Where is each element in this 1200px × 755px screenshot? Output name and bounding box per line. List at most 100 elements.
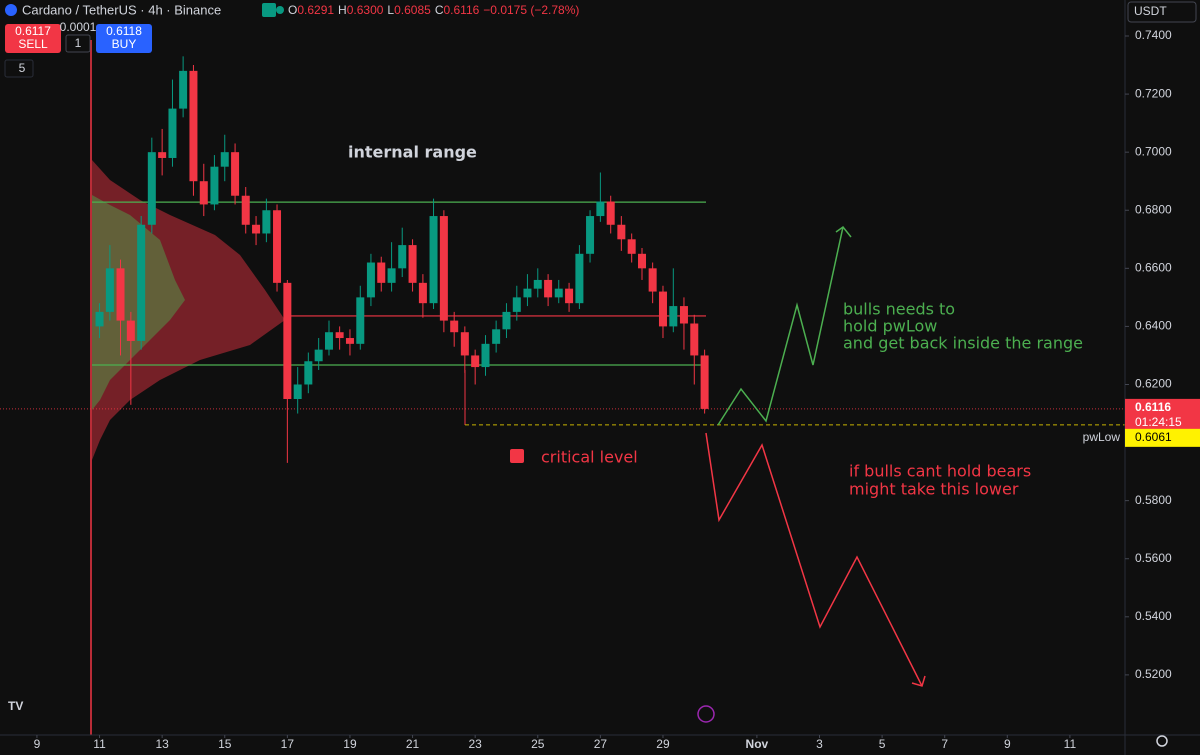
- candle-body: [377, 262, 386, 283]
- candle-body: [648, 268, 657, 292]
- x-tick-label: 7: [941, 737, 948, 751]
- bear-arrowhead: [911, 675, 926, 687]
- candle-body: [95, 311, 104, 327]
- candle-body: [460, 332, 469, 356]
- candle-body: [533, 279, 542, 289]
- y-tick-label: 0.7200: [1135, 86, 1172, 100]
- candle-body: [418, 282, 427, 304]
- candle-body: [450, 320, 459, 333]
- y-tick-label: 0.7000: [1135, 144, 1172, 158]
- pwlow-name: pwLow: [1083, 430, 1121, 444]
- ohlc-value: 0.6300: [347, 3, 384, 17]
- candle-body: [283, 282, 292, 400]
- candle-body: [627, 239, 636, 254]
- candle-body: [492, 329, 501, 344]
- x-tick-label: 17: [281, 737, 295, 751]
- x-tick-label: 15: [218, 737, 232, 751]
- candle-body: [439, 216, 448, 321]
- candle-body: [345, 338, 354, 344]
- x-tick-label: 23: [468, 737, 482, 751]
- candle-body: [126, 320, 135, 341]
- x-tick-label: 5: [879, 737, 886, 751]
- bear-path: [705, 432, 923, 687]
- candle-body: [398, 245, 407, 269]
- y-tick-label: 0.5200: [1135, 667, 1172, 681]
- candle-body: [502, 311, 511, 330]
- quantity-box[interactable]: [65, 34, 91, 53]
- ohlc-key: H: [338, 3, 347, 17]
- bull-path: [717, 226, 844, 426]
- candle-body: [137, 224, 146, 341]
- range-label: internal range: [348, 143, 477, 162]
- candle-body: [669, 306, 678, 327]
- candle-body: [586, 216, 595, 254]
- ohlc-key: L: [387, 3, 394, 17]
- bull-note: bulls needs to: [843, 300, 955, 319]
- candle-body: [617, 224, 626, 240]
- symbol: Cardano / TetherUS · 4h · Binance: [22, 2, 221, 17]
- y-tick-label: 0.6400: [1135, 319, 1172, 333]
- y-tick-label: 0.6200: [1135, 377, 1172, 391]
- x-tick-label: 11: [1064, 737, 1077, 751]
- candle-body: [116, 268, 125, 321]
- indicators-count: 5: [19, 61, 26, 75]
- candle-body: [231, 152, 240, 196]
- x-tick-label: 25: [531, 737, 545, 751]
- market-status[interactable]: [262, 3, 276, 17]
- currency: USDT: [1134, 4, 1167, 18]
- last-price-tag: [1125, 398, 1200, 433]
- buy-button[interactable]: [96, 24, 152, 53]
- ohlc-value: 0.6116: [443, 3, 479, 17]
- x-tick-label: 29: [656, 737, 670, 751]
- candle-body: [544, 279, 553, 298]
- replay-icon[interactable]: [697, 705, 715, 723]
- x-tick-label: 27: [594, 737, 608, 751]
- candle-body: [252, 224, 261, 234]
- indicators-toggle[interactable]: [4, 59, 34, 78]
- y-tick-label: 0.6800: [1135, 202, 1172, 216]
- symbol-icon: [5, 4, 17, 16]
- settings-icon[interactable]: [1156, 735, 1168, 747]
- drawings: internal range critical level bulls need…: [348, 143, 1083, 687]
- ohlc-key: C: [435, 3, 444, 17]
- candle-body: [638, 253, 647, 269]
- y-tick-label: 0.5800: [1135, 493, 1172, 507]
- sell-price: 0.6117: [15, 24, 51, 38]
- siren-icon: [510, 449, 524, 463]
- candle-body: [606, 201, 615, 225]
- currency-button[interactable]: [1127, 1, 1197, 23]
- candle-body: [408, 245, 417, 283]
- candle-body: [220, 152, 229, 167]
- sell-label: SELL: [18, 37, 48, 51]
- buy-label: BUY: [112, 37, 137, 51]
- candle-body: [596, 201, 605, 217]
- candle-body: [471, 355, 480, 368]
- bull-note: hold pwLow: [843, 317, 937, 336]
- trade-panel: 0.6117 SELL 0.0001 1 0.6118 BUY 5: [4, 20, 152, 78]
- candle-body: [366, 262, 375, 298]
- header: Cardano / TetherUS · 4h · Binance O0.629…: [5, 1, 1197, 23]
- ohlc-value: 0.6291: [297, 3, 334, 17]
- candle-body: [168, 108, 177, 158]
- candle-body: [429, 216, 438, 304]
- candle-body: [575, 253, 584, 304]
- candle-body: [387, 268, 396, 283]
- y-tick-label: 0.6600: [1135, 261, 1172, 275]
- candle-body: [199, 181, 208, 205]
- status-dot: [276, 6, 284, 14]
- spread: 0.0001: [60, 20, 97, 34]
- candle-body: [314, 349, 323, 362]
- candle-body: [481, 343, 490, 368]
- candle-body: [554, 288, 563, 298]
- candle-body: [565, 288, 574, 304]
- pwlow-price: 0.6061: [1135, 430, 1172, 444]
- bear-note: might take this lower: [849, 480, 1019, 499]
- buy-price: 0.6118: [106, 24, 142, 38]
- x-tick-label: 11: [93, 737, 106, 751]
- sell-button[interactable]: [5, 24, 61, 53]
- candle-body: [658, 291, 667, 327]
- x-tick-label: Nov: [746, 737, 769, 751]
